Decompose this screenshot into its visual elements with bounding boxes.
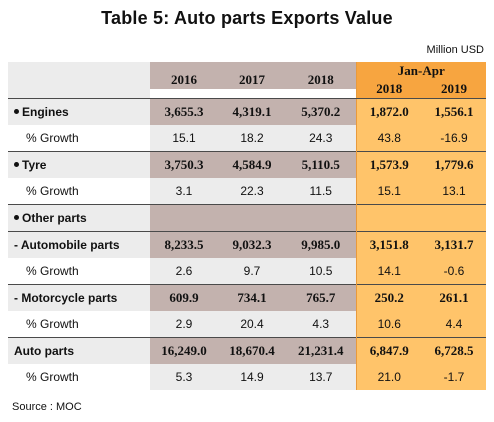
cell-value: 15.1 bbox=[355, 178, 422, 205]
table-row: - Automobile parts 8,233.5 9,032.3 9,985… bbox=[8, 231, 487, 258]
header-period-year-2018: 2018 bbox=[355, 80, 422, 99]
cell-value: 4.3 bbox=[286, 311, 356, 338]
table-row: % Growth 2.9 20.4 4.3 10.6 4.4 bbox=[8, 311, 487, 338]
cell-value: 10.5 bbox=[286, 258, 356, 285]
cell-value: -1.7 bbox=[422, 364, 487, 390]
cell-value: 20.4 bbox=[218, 311, 286, 338]
bullet-icon bbox=[14, 215, 19, 221]
bullet-icon bbox=[14, 162, 19, 168]
cell-value: 609.9 bbox=[150, 284, 218, 311]
table-row: % Growth 3.1 22.3 11.5 15.1 13.1 bbox=[8, 178, 487, 205]
cell-value: 6,847.9 bbox=[355, 337, 422, 364]
header-period-year-2019: 2019 bbox=[422, 80, 487, 99]
cell-value: 43.8 bbox=[355, 125, 422, 152]
table-row: Engines 3,655.3 4,319.1 5,370.2 1,872.0 … bbox=[8, 98, 487, 125]
row-label-motorcycle-parts: - Motorcycle parts bbox=[8, 284, 150, 311]
cell-value: 18,670.4 bbox=[218, 337, 286, 364]
row-label-growth: % Growth bbox=[8, 364, 150, 390]
header-corner-bottom bbox=[8, 80, 150, 99]
cell-value: 10.6 bbox=[355, 311, 422, 338]
table-row: % Growth 2.6 9.7 10.5 14.1 -0.6 bbox=[8, 258, 487, 285]
table-title: Table 5: Auto parts Exports Value bbox=[101, 8, 393, 28]
table-row: % Growth 5.3 14.9 13.7 21.0 -1.7 bbox=[8, 364, 487, 390]
cell-value: 15.1 bbox=[150, 125, 218, 152]
cell-value: 2.6 bbox=[150, 258, 218, 285]
cell-value: 21,231.4 bbox=[286, 337, 356, 364]
table-row: Other parts bbox=[8, 204, 487, 232]
header-period-label: Jan-Apr bbox=[355, 62, 487, 80]
cell-value: 21.0 bbox=[355, 364, 422, 390]
cell-value: 22.3 bbox=[218, 178, 286, 205]
cell-value bbox=[218, 204, 286, 232]
cell-value: 3,655.3 bbox=[150, 98, 218, 125]
row-label-growth: % Growth bbox=[8, 311, 150, 338]
cell-value: 8,233.5 bbox=[150, 231, 218, 258]
unit-label: Million USD bbox=[426, 44, 484, 56]
cell-value: 4,319.1 bbox=[218, 98, 286, 125]
cell-value: 13.7 bbox=[286, 364, 356, 390]
cell-value: 1,556.1 bbox=[422, 98, 487, 125]
cell-value: -16.9 bbox=[422, 125, 487, 152]
row-label-other-parts: Other parts bbox=[8, 204, 150, 232]
cell-value: 1,779.6 bbox=[422, 151, 487, 178]
header-corner-top bbox=[8, 62, 150, 80]
table-row: - Motorcycle parts 609.9 734.1 765.7 250… bbox=[8, 284, 487, 311]
header-row-bottom: 2016 2017 2018 2018 2019 bbox=[8, 71, 487, 99]
cell-value: 5.3 bbox=[150, 364, 218, 390]
bullet-icon bbox=[14, 109, 19, 115]
cell-value: 9.7 bbox=[218, 258, 286, 285]
cell-value: 9,985.0 bbox=[286, 231, 356, 258]
cell-value: 1,573.9 bbox=[355, 151, 422, 178]
cell-value: 13.1 bbox=[422, 178, 487, 205]
cell-value: 4,584.9 bbox=[218, 151, 286, 178]
row-label-auto-parts: Auto parts bbox=[8, 337, 150, 364]
cell-value: 734.1 bbox=[218, 284, 286, 311]
cell-value bbox=[355, 204, 422, 232]
table-row: Auto parts 16,249.0 18,670.4 21,231.4 6,… bbox=[8, 337, 487, 364]
cell-value: 765.7 bbox=[286, 284, 356, 311]
row-label-growth: % Growth bbox=[8, 258, 150, 285]
row-label-automobile-parts: - Automobile parts bbox=[8, 231, 150, 258]
cell-value: 3,151.8 bbox=[355, 231, 422, 258]
exports-table: Jan-Apr 2016 2017 2018 2018 2019 Engines… bbox=[8, 62, 487, 390]
table-row: % Growth 15.1 18.2 24.3 43.8 -16.9 bbox=[8, 125, 487, 152]
header-year-2017: 2017 bbox=[218, 71, 286, 90]
row-label-tyre: Tyre bbox=[8, 151, 150, 178]
header-year-2018: 2018 bbox=[286, 71, 356, 90]
table-row: Tyre 3,750.3 4,584.9 5,110.5 1,573.9 1,7… bbox=[8, 151, 487, 178]
row-label-engines: Engines bbox=[8, 98, 150, 125]
cell-value: 5,370.2 bbox=[286, 98, 356, 125]
cell-value: 3,750.3 bbox=[150, 151, 218, 178]
row-label-growth: % Growth bbox=[8, 178, 150, 205]
source-note: Source : MOC bbox=[12, 401, 82, 413]
cell-value: 3.1 bbox=[150, 178, 218, 205]
cell-value: 1,872.0 bbox=[355, 98, 422, 125]
cell-value: 3,131.7 bbox=[422, 231, 487, 258]
cell-value: 14.9 bbox=[218, 364, 286, 390]
cell-value bbox=[422, 204, 487, 232]
cell-value: 5,110.5 bbox=[286, 151, 356, 178]
cell-value: 250.2 bbox=[355, 284, 422, 311]
cell-value: 261.1 bbox=[422, 284, 487, 311]
header-year-2016: 2016 bbox=[150, 71, 218, 90]
cell-value: 6,728.5 bbox=[422, 337, 487, 364]
cell-value: 11.5 bbox=[286, 178, 356, 205]
cell-value: 18.2 bbox=[218, 125, 286, 152]
cell-value bbox=[150, 204, 218, 232]
cell-value bbox=[286, 204, 356, 232]
cell-value: 16,249.0 bbox=[150, 337, 218, 364]
cell-value: 14.1 bbox=[355, 258, 422, 285]
row-label-growth: % Growth bbox=[8, 125, 150, 152]
cell-value: 4.4 bbox=[422, 311, 487, 338]
cell-value: -0.6 bbox=[422, 258, 487, 285]
cell-value: 24.3 bbox=[286, 125, 356, 152]
cell-value: 9,032.3 bbox=[218, 231, 286, 258]
cell-value: 2.9 bbox=[150, 311, 218, 338]
